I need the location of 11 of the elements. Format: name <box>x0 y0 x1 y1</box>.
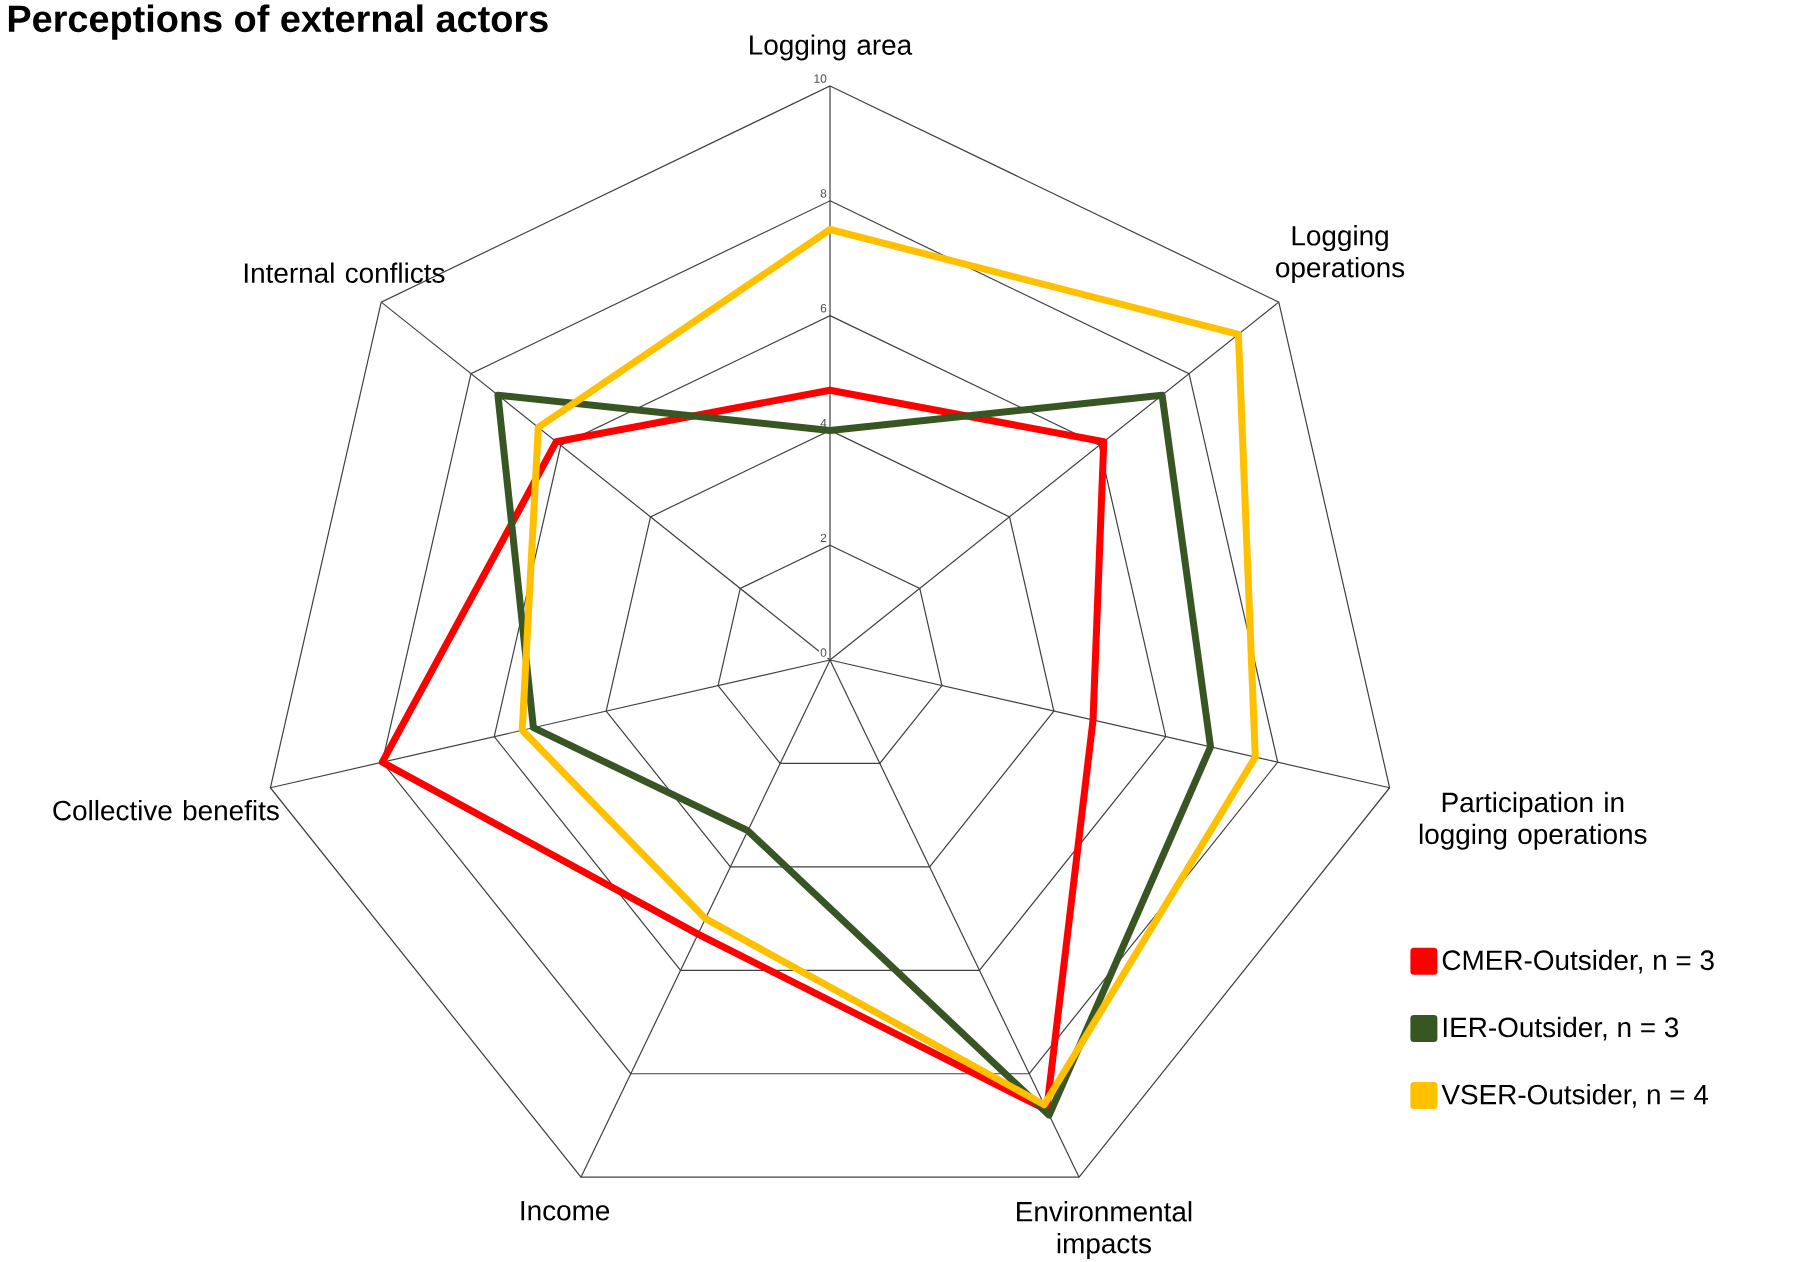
legend-label: VSER-Outsider, n = 4 <box>1441 1083 1708 1108</box>
spoke-label: Internal conflicts <box>244 262 445 283</box>
chart-title: Perceptions of external actors <box>8 4 548 40</box>
spoke-label: Income <box>521 1201 610 1221</box>
legend-label: CMER-Outsider, n = 3 <box>1442 949 1714 974</box>
spoke-label: Logging operations <box>1276 225 1405 283</box>
spoke-label: Logging area <box>750 34 913 61</box>
legend-label: IER-Outsider, n = 3 <box>1443 1016 1679 1041</box>
spoke-label: Environmental impacts <box>1017 1201 1192 1259</box>
spoke-label: Participation in logging operations <box>1419 791 1647 850</box>
spoke-label: Collective benefits <box>53 799 279 821</box>
